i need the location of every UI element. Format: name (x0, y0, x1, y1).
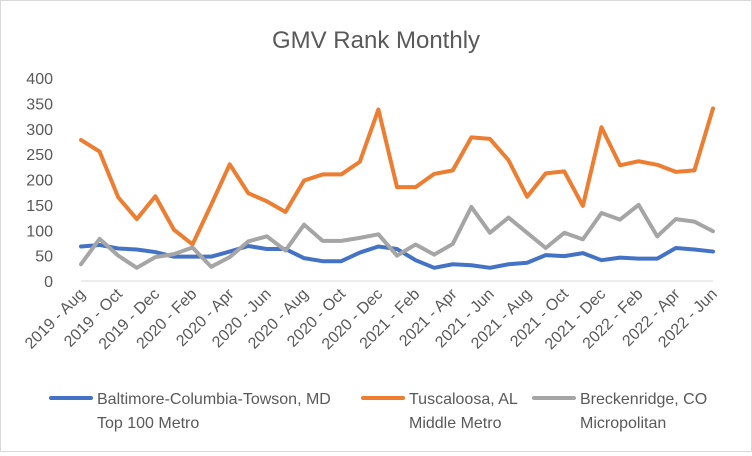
y-tick-label: 250 (26, 147, 53, 164)
y-tick-label: 400 (26, 71, 53, 88)
y-tick-label: 100 (26, 223, 53, 240)
y-tick-label: 150 (26, 198, 53, 215)
legend-sublabel: Top 100 Metro (97, 415, 199, 432)
series-layer (81, 108, 713, 268)
series-line-1 (81, 108, 713, 244)
legend-sublabel: Micropolitan (580, 415, 666, 432)
legend-label: Tuscaloosa, AL (409, 391, 518, 408)
legend-item-2: Breckenridge, CO Micropolitan (534, 391, 707, 432)
y-tick-label: 300 (26, 122, 53, 139)
y-tick-label: 350 (26, 96, 53, 113)
legend-label: Breckenridge, CO (580, 391, 707, 408)
y-tick-label: 0 (44, 274, 53, 291)
legend: Baltimore-Columbia-Towson, MD Top 100 Met… (51, 391, 707, 432)
y-axis: 0 50 100 150 200 250 300 350 400 (26, 71, 53, 291)
legend-sublabel: Middle Metro (409, 415, 502, 432)
y-tick-label: 200 (26, 173, 53, 190)
chart-title: GMV Rank Monthly (272, 27, 480, 54)
legend-item-0: Baltimore-Columbia-Towson, MD Top 100 Met… (51, 391, 331, 432)
legend-label: Baltimore-Columbia-Towson, MD (97, 391, 331, 408)
legend-item-1: Tuscaloosa, AL Middle Metro (363, 391, 518, 432)
y-tick-label: 50 (35, 249, 53, 266)
